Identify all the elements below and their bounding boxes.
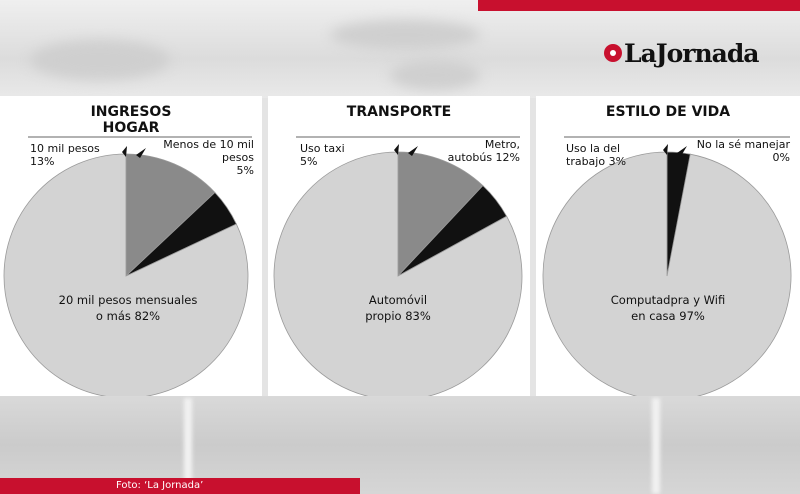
slice-label-no-sabe: No la sé manejar 0% — [697, 138, 790, 164]
slice-label-line: o más 82% — [95, 309, 161, 323]
photo-credit: Foto: ‘La Jornada’ — [116, 480, 204, 491]
background-blur — [330, 20, 480, 50]
background-blur — [30, 40, 170, 80]
slice-label-line: Computadpra y Wifi — [610, 293, 726, 307]
slice-label-line: pesos — [222, 151, 254, 164]
chart-title-line: TRANSPORTE — [346, 104, 452, 120]
chart-panel-estilo-de-vida: ESTILO DE VIDA Uso la del trabajo 3% No … — [536, 96, 800, 396]
background-divider — [652, 398, 660, 494]
pie-chart-ingresos — [3, 136, 252, 396]
chart-panel-ingresos: INGRESOS HOGAR 10 mil pesos 13% Menos de… — [0, 96, 262, 396]
pie-slice — [542, 151, 792, 396]
chart-title: ESTILO DE VIDA — [536, 104, 800, 120]
slice-label-line: Automóvil — [368, 293, 428, 307]
chart-panel-transporte: TRANSPORTE Uso taxi 5% Metro, autobús 12… — [268, 96, 530, 396]
slice-label-20-mil: 20 mil pesos mensuales o más 82% — [13, 292, 243, 324]
background-photo-bottom — [0, 396, 800, 494]
pie-slice — [3, 153, 249, 396]
slice-label-uso-taxi: Uso taxi 5% — [300, 142, 345, 168]
slice-label-line: Menos de 10 mil — [163, 138, 254, 151]
brand-logo: LaJornada — [604, 36, 760, 70]
pointer-marker — [408, 146, 418, 156]
chart-title: INGRESOS HOGAR — [0, 104, 262, 136]
slice-label-line: Metro, — [484, 138, 520, 151]
chart-title: TRANSPORTE — [268, 104, 530, 120]
pointer-marker — [122, 146, 127, 157]
pie-chart-transporte — [273, 136, 523, 396]
slice-label-line: No la sé manejar — [696, 138, 790, 151]
slice-label-line: 20 mil pesos mensuales — [58, 293, 198, 307]
slice-label-uso-trabajo: Uso la del trabajo 3% — [566, 142, 626, 168]
chart-title-line: HOGAR — [102, 120, 160, 136]
slice-label-line: 13% — [30, 155, 55, 168]
logo-text: LaJornada — [624, 38, 760, 68]
slice-label-line: 0% — [772, 151, 790, 164]
background-blur — [390, 60, 480, 90]
pointer-marker — [677, 146, 687, 156]
slice-label-line: 5% — [236, 164, 254, 177]
pie-slice — [125, 153, 216, 277]
background-divider — [184, 398, 192, 494]
slice-label-line: trabajo 3% — [566, 155, 627, 168]
slice-label-automovil: Automóvil propio 83% — [283, 292, 513, 324]
slice-label-computadora: Computadpra y Wifi en casa 97% — [553, 292, 783, 324]
logo-mark-icon — [604, 44, 622, 62]
slice-label-metro: Metro, autobús 12% — [448, 138, 520, 164]
red-accent-bar-bottom — [0, 478, 360, 494]
chart-title-line: INGRESOS — [90, 104, 172, 120]
slice-label-line: en casa 97% — [631, 309, 705, 323]
pointer-marker — [394, 144, 399, 155]
pie-slice — [397, 151, 484, 278]
slice-label-line: 5% — [300, 155, 318, 168]
slice-label-line: 10 mil pesos — [30, 142, 100, 155]
pointer-marker — [136, 148, 146, 158]
slice-label-10-mil: 10 mil pesos 13% — [30, 142, 100, 168]
pie-chart-estilo-de-vida — [542, 136, 792, 396]
slice-label-line: propio 83% — [365, 309, 431, 323]
slice-label-line: autobús 12% — [447, 151, 520, 164]
slice-label-line: Uso taxi — [300, 142, 345, 155]
background-photo-top — [0, 0, 800, 98]
red-accent-bar-top — [478, 0, 800, 11]
slice-label-menos-10-mil: Menos de 10 mil pesos 5% — [163, 138, 254, 177]
pointer-marker — [663, 144, 668, 155]
chart-title-line: ESTILO DE VIDA — [605, 104, 731, 120]
slice-label-line: Uso la del — [566, 142, 621, 155]
pie-slice — [273, 151, 523, 396]
